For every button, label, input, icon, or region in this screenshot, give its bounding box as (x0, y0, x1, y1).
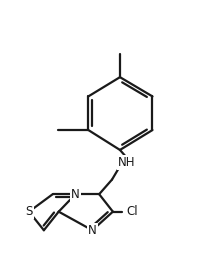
Text: NH: NH (118, 156, 135, 169)
Text: N: N (88, 224, 97, 237)
Text: N: N (71, 188, 80, 201)
Text: Cl: Cl (126, 205, 138, 218)
Text: S: S (25, 205, 33, 218)
